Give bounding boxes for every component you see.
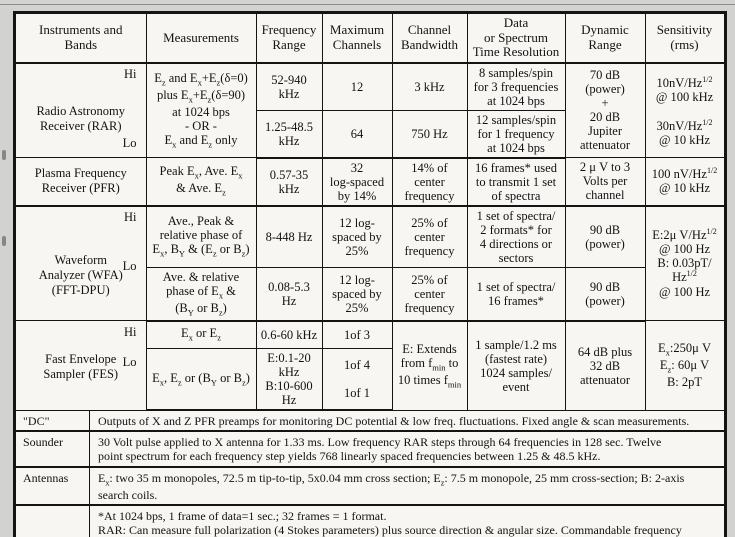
table-row-fes-hi: Hi Fast Envelope Sampler (FES) Lo Ex or E… [16, 320, 725, 411]
wfa-dynamic-hi: 90 dB (power) [565, 205, 646, 268]
sounder-text: 30 Volt pulse applied to X antenna for 1… [98, 435, 662, 464]
scan-artifact-line [0, 4, 735, 5]
pfr-resolution: 16 frames* used to transmit 1 set of spect… [467, 157, 566, 207]
dc-label: "DC" [16, 411, 90, 431]
fes-dynamic-range: 64 dB plus 32 dB attenuator [565, 320, 646, 411]
wfa-frequency-hi: 8-448 Hz [256, 205, 323, 268]
wfa-bandwidth-hi: 25% of center frequency [392, 205, 468, 268]
scan-artifact-smudge [2, 150, 6, 160]
notes-row: Notes *At 1024 bps, 1 frame of data=1 se… [16, 503, 724, 537]
wfa-dynamic-lo: 90 dB (power) [565, 267, 646, 322]
note-line-rar: RAR: Can measure full polarization (4 St… [98, 522, 682, 537]
pfr-instrument-cell: Plasma Frequency Receiver (PFR) [16, 157, 147, 207]
rar-band-hi: Hi [124, 66, 137, 81]
rar-frequency-lo: 1.25-48.5 kHz [256, 110, 323, 159]
dc-row: "DC" Outputs of X and Z PFR preamps for … [16, 411, 724, 431]
wfa-instrument-cell: Hi Waveform Analyzer (WFA) (FFT-DPU) Lo [16, 205, 147, 322]
table-row-rar-hi: Hi Radio Astronomy Receiver (RAR) Lo Ez a… [16, 62, 725, 159]
col-header-resolution: Data or Spectrum Time Resolution [467, 14, 566, 64]
fes-channels-lo: 1of 4 1of 1 [322, 348, 393, 412]
fes-instrument-name: Fast Envelope Sampler (FES) [43, 352, 119, 382]
table-row-rar-lo: 1.25-48.5 kHz 64 750 Hz 12 samples/spin fo… [16, 110, 724, 159]
dc-text: Outputs of X and Z PFR preamps for monit… [98, 414, 690, 429]
col-header-sensitivity: Sensitivity (rms) [645, 14, 725, 64]
bottom-section: "DC" Outputs of X and Z PFR preamps for … [16, 411, 724, 537]
wfa-frequency-lo: 0.08-5.3 Hz [256, 267, 323, 322]
rar-channels-lo: 64 [322, 110, 393, 159]
antennas-row: Antennas Ex: two 35 m monopoles, 72.5 m … [16, 465, 724, 504]
table-row-pfr: Plasma Frequency Receiver (PFR) Peak Ex, … [16, 157, 725, 207]
wfa-resolution-lo: 1 set of spectra/16 frames* [467, 267, 566, 322]
scan-artifact-smudge [2, 236, 6, 246]
instrument-spec-table: Instruments and Bands Measurements Freque… [13, 11, 727, 537]
table-row-wfa-hi: Hi Waveform Analyzer (WFA) (FFT-DPU) Lo Av… [16, 205, 725, 322]
fes-resolution: 1 sample/1.2 ms (fastest rate) 1024 sample… [467, 320, 566, 411]
notes-text: *At 1024 bps, 1 frame of data=1 sec.; 32… [90, 506, 724, 537]
wfa-channels-hi: 12 log-spaced by 25% [322, 205, 393, 268]
pfr-sensitivity: 100 nV/Hz1/2 @ 10 kHz [645, 157, 725, 207]
wfa-bandwidth-lo: 25% of center frequency [392, 267, 468, 322]
main-spec-table: Instruments and Bands Measurements Freque… [16, 14, 725, 412]
pfr-frequency: 0.57-35 kHz [256, 157, 323, 207]
rar-measurements-alt: - OR - Ex and Ez only [164, 118, 238, 150]
wfa-band-hi: Hi [124, 209, 137, 224]
fes-channels-hi: 1of 3 [322, 320, 393, 350]
antennas-text: Ex: two 35 m monopoles, 72.5 m tip-to-ti… [98, 470, 685, 502]
pfr-measurements: Peak Ex, Ave. Ex & Ave. Ez [146, 157, 257, 207]
wfa-measurements-hi: Ave., Peak & relative phase of Ex, BY & (E… [146, 205, 257, 268]
rar-sensitivity-lo: 30nV/Hz1/2 @ 10 kHz [656, 117, 713, 148]
rar-resolution-lo: 12 samples/spin for 1 frequency at 1024 bp… [467, 110, 566, 159]
wfa-measurements-lo: Ave. & relative phase of Ex & (BY or Bz) [146, 267, 257, 322]
table-row-wfa-lo: Ave. & relative phase of Ex & (BY or Bz) 0… [16, 267, 724, 322]
fes-instrument-cell: Hi Fast Envelope Sampler (FES) Lo [16, 320, 147, 411]
wfa-band-lo: Lo [122, 258, 137, 273]
rar-sensitivity-cell: 10nV/Hz1/2 @ 100 kHz 30nV/Hz1/2 @ 10 kHz [645, 62, 725, 159]
wfa-instrument-name: Waveform Analyzer (WFA) (FFT-DPU) [38, 252, 123, 297]
col-header-channels: Maximum Channels [322, 14, 393, 64]
note-line-frames: *At 1024 bps, 1 frame of data=1 sec.; 32… [98, 508, 387, 523]
rar-bandwidth-hi: 3 kHz [392, 62, 468, 111]
fes-frequency-lo: E:0.1-20 kHz B:10-600 Hz [256, 348, 323, 412]
table-row-fes-lo: Ex, Ez or (BY or Bz) E:0.1-20 kHz B:10-600… [16, 348, 724, 412]
col-header-bandwidth: Channel Bandwidth [392, 14, 468, 64]
fes-band-hi: Hi [124, 325, 137, 340]
fes-frequency-hi: 0.6-60 kHz [256, 320, 323, 350]
wfa-channels-lo: 12 log-spaced by 25% [322, 267, 393, 322]
col-header-frequency: Frequency Range [256, 14, 323, 64]
sounder-label: Sounder [16, 432, 90, 466]
fes-measurements-lo: Ex, Ez or (BY or Bz) [146, 348, 257, 412]
wfa-sensitivity: E:2μ V/Hz1/2 @ 100 Hz B: 0.03pT/Hz1/2 @ 100… [645, 205, 725, 322]
col-header-dynamic: Dynamic Range [565, 14, 646, 64]
pfr-channels: 32 log-spaced by 14% [322, 157, 393, 207]
rar-instrument-name: Radio Astronomy Receiver (RAR) [36, 104, 126, 134]
pfr-dynamic-range: 2 μ V to 3 Volts per channel [565, 157, 646, 207]
fes-sensitivity: Ex:250μ V Ez: 60μ V B: 2pT [645, 320, 725, 411]
rar-sensitivity-hi: 10nV/Hz1/2 @ 100 kHz [655, 74, 714, 104]
header-row: Instruments and Bands Measurements Freque… [16, 14, 725, 64]
rar-bandwidth-lo: 750 Hz [392, 110, 468, 159]
rar-resolution-hi: 8 samples/spin for 3 frequencies at 1024 b… [467, 62, 566, 111]
rar-band-lo: Lo [122, 136, 137, 151]
fes-band-lo: Lo [122, 355, 137, 370]
rar-channels-hi: 12 [322, 62, 393, 111]
rar-instrument-cell: Hi Radio Astronomy Receiver (RAR) Lo [16, 62, 147, 159]
rar-dynamic-range: 70 dB (power) +20 dB Jupiter attenuator [565, 62, 646, 159]
col-header-instruments: Instruments and Bands [16, 14, 147, 64]
col-header-measurements: Measurements [146, 14, 257, 64]
pfr-bandwidth: 14% of center frequency [392, 157, 468, 207]
pfr-instrument-name: Plasma Frequency Receiver (PFR) [34, 166, 127, 196]
wfa-resolution-hi: 1 set of spectra/2 formats* for 4 directi… [467, 205, 566, 268]
antennas-label: Antennas [16, 467, 90, 504]
fes-bandwidth: E: Extends from fmin to 10 times fmin [392, 320, 468, 411]
fes-measurements-hi: Ex or Ez [146, 320, 257, 350]
notes-label: Notes [16, 505, 90, 537]
rar-measurements-cell: Ez and Ex+Ez(δ=0) plus Ex+Ez(δ=90) at 1024… [146, 62, 257, 159]
rar-frequency-hi: 52-940 kHz [256, 62, 323, 111]
sounder-row: Sounder 30 Volt pulse applied to X anten… [16, 430, 724, 466]
rar-measurements-main: Ez and Ex+Ez(δ=0) plus Ex+Ez(δ=90) at 1024… [154, 70, 248, 119]
